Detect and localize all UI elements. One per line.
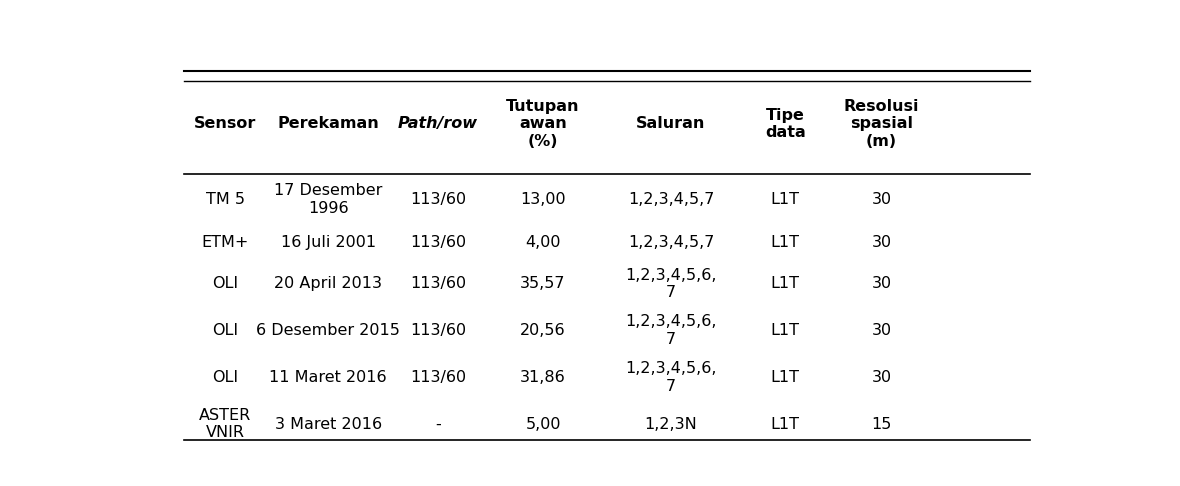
- Text: 4,00: 4,00: [525, 235, 560, 250]
- Text: 31,86: 31,86: [520, 370, 566, 385]
- Text: 35,57: 35,57: [520, 276, 565, 291]
- Text: OLI: OLI: [212, 370, 238, 385]
- Text: ASTER
VNIR: ASTER VNIR: [199, 408, 251, 440]
- Text: L1T: L1T: [771, 276, 800, 291]
- Text: -: -: [435, 417, 440, 432]
- Text: 113/60: 113/60: [409, 370, 466, 385]
- Text: Perekaman: Perekaman: [277, 116, 379, 131]
- Text: 13,00: 13,00: [520, 192, 566, 207]
- Text: L1T: L1T: [771, 417, 800, 432]
- Text: 15: 15: [871, 417, 892, 432]
- Text: 1,2,3,4,5,6,
7: 1,2,3,4,5,6, 7: [625, 268, 716, 300]
- Text: 17 Desember
1996: 17 Desember 1996: [274, 183, 382, 216]
- Text: OLI: OLI: [212, 276, 238, 291]
- Text: 16 Juli 2001: 16 Juli 2001: [281, 235, 375, 250]
- Text: Sensor: Sensor: [194, 116, 256, 131]
- Text: TM 5: TM 5: [205, 192, 244, 207]
- Text: 113/60: 113/60: [409, 323, 466, 338]
- Text: Resolusi
spasial
(m): Resolusi spasial (m): [844, 99, 919, 149]
- Text: 1,2,3,4,5,6,
7: 1,2,3,4,5,6, 7: [625, 314, 716, 347]
- Text: 30: 30: [871, 370, 891, 385]
- Text: Saluran: Saluran: [636, 116, 706, 131]
- Text: 113/60: 113/60: [409, 276, 466, 291]
- Text: L1T: L1T: [771, 323, 800, 338]
- Text: L1T: L1T: [771, 370, 800, 385]
- Text: 1,2,3,4,5,7: 1,2,3,4,5,7: [628, 192, 714, 207]
- Text: 3 Maret 2016: 3 Maret 2016: [275, 417, 381, 432]
- Text: 1,2,3N: 1,2,3N: [644, 417, 697, 432]
- Text: L1T: L1T: [771, 235, 800, 250]
- Text: 30: 30: [871, 235, 891, 250]
- Text: Path/row: Path/row: [398, 116, 478, 131]
- Text: 113/60: 113/60: [409, 235, 466, 250]
- Text: OLI: OLI: [212, 323, 238, 338]
- Text: Tutupan
awan
(%): Tutupan awan (%): [506, 99, 579, 149]
- Text: 30: 30: [871, 192, 891, 207]
- Text: 1,2,3,4,5,7: 1,2,3,4,5,7: [628, 235, 714, 250]
- Text: 6 Desember 2015: 6 Desember 2015: [256, 323, 400, 338]
- Text: 1,2,3,4,5,6,
7: 1,2,3,4,5,6, 7: [625, 361, 716, 394]
- Text: 30: 30: [871, 323, 891, 338]
- Text: 30: 30: [871, 276, 891, 291]
- Text: 113/60: 113/60: [409, 192, 466, 207]
- Text: 20 April 2013: 20 April 2013: [274, 276, 382, 291]
- Text: Tipe
data: Tipe data: [765, 107, 806, 140]
- Text: 11 Maret 2016: 11 Maret 2016: [269, 370, 387, 385]
- Text: 5,00: 5,00: [525, 417, 560, 432]
- Text: 20,56: 20,56: [520, 323, 566, 338]
- Text: ETM+: ETM+: [202, 235, 249, 250]
- Text: L1T: L1T: [771, 192, 800, 207]
